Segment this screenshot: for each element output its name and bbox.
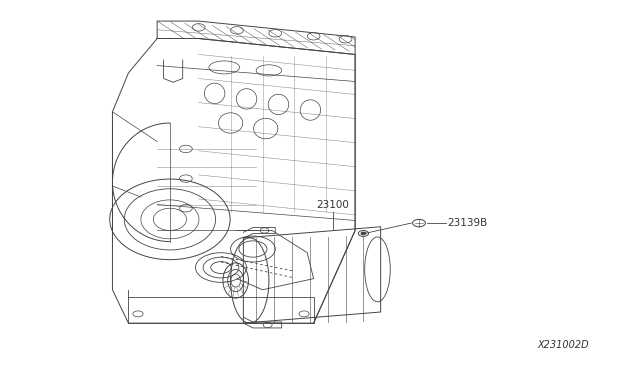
Circle shape — [361, 232, 366, 235]
Text: X231002D: X231002D — [537, 340, 589, 350]
Text: 23100: 23100 — [316, 200, 349, 210]
Text: 23139B: 23139B — [448, 218, 488, 228]
